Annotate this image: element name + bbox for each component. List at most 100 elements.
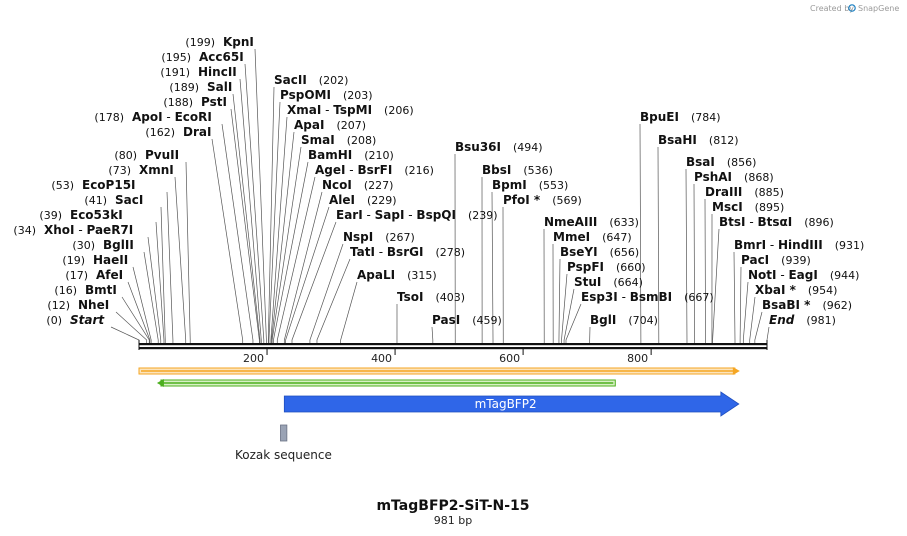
- leader-stui: [563, 288, 575, 345]
- site-tati: TatI - BsrGI (278): [350, 245, 465, 259]
- site-position: (931): [835, 239, 865, 252]
- enzyme-kpni: KpnI: [223, 35, 254, 49]
- enzyme-draiii: DraIII: [705, 185, 742, 199]
- site-position: (189): [169, 81, 199, 94]
- site-label-bglii: (30) BglII: [72, 238, 133, 252]
- site-position: (80): [114, 149, 137, 162]
- site-stui: StuI (664): [574, 275, 643, 289]
- site-afei: (17) AfeI: [65, 268, 123, 282]
- site-label-pfoi: PfoI * (569): [503, 193, 582, 207]
- site-label-apai: ApaI (207): [294, 118, 366, 132]
- site-paci: PacI (939): [741, 253, 811, 267]
- site-label-hincii: (191) HincII: [160, 65, 236, 79]
- enzyme-xbai: XbaI *: [755, 283, 797, 297]
- enzyme-end: End: [769, 313, 795, 327]
- enzyme-bmri: BmrI: [734, 238, 766, 252]
- enzyme-apali: ApaLI: [357, 268, 395, 282]
- site-pasi: PasI (459): [432, 313, 502, 327]
- site-label-pshai: PshAI (868): [694, 170, 774, 184]
- site-label-agei: AgeI - BsrFI (216): [315, 163, 434, 177]
- site-bsai: BsaI (856): [686, 155, 756, 169]
- leader-xbai: [749, 296, 756, 345]
- site-position: (210): [364, 149, 394, 162]
- site-label-apoi: (178) ApoI - EcoRI: [94, 110, 211, 124]
- leader-pspfi: [561, 273, 568, 345]
- site-apali: ApaLI (315): [357, 268, 437, 282]
- site-position: (962): [822, 299, 852, 312]
- site-label-tati: TatI - BsrGI (278): [350, 245, 465, 259]
- site-position: (868): [744, 171, 774, 184]
- enzyme-bpmi: BpmI: [492, 178, 527, 192]
- site-label-stui: StuI (664): [574, 275, 643, 289]
- site-label-draiii: DraIII (885): [705, 185, 784, 199]
- site-xbai: XbaI * (954): [755, 283, 837, 297]
- enzyme-saci: SacI: [115, 193, 143, 207]
- enzyme-start: Start: [70, 313, 105, 327]
- orf-forward-arrowhead: [732, 367, 740, 375]
- backbone-top: [139, 343, 767, 346]
- leader-xhoi: [147, 236, 162, 345]
- site-bmri: BmrI - HindIII (931): [734, 238, 864, 252]
- tick-label-200: 200: [243, 352, 264, 365]
- site-bsu36i: Bsu36I (494): [455, 140, 543, 154]
- site-label-apali: ApaLI (315): [357, 268, 437, 282]
- enzyme-xhoi: XhoI: [44, 223, 75, 237]
- tick-label-800: 800: [627, 352, 648, 365]
- leader-bamhi: [273, 161, 309, 345]
- site-label-noti: NotI - EagI (944): [748, 268, 859, 282]
- site-label-bpmi: BpmI (553): [492, 178, 568, 192]
- site-position: (239): [468, 209, 498, 222]
- enzyme-apoi: ApoI: [132, 110, 163, 124]
- site-position: (896): [804, 216, 834, 229]
- enzyme-pshai: PshAI: [694, 170, 732, 184]
- site-position: (647): [602, 231, 632, 244]
- enzyme-bsrgi: BsrGI: [387, 245, 424, 259]
- enzyme-nspi: NspI: [343, 230, 373, 244]
- site-sali: (189) SalI: [169, 80, 232, 94]
- site-position: (633): [609, 216, 639, 229]
- leader-drai: [211, 138, 244, 345]
- site-label-bsahi: BsaHI (812): [658, 133, 739, 147]
- orf-reverse-arrowhead: [156, 379, 164, 387]
- enzyme-bpuei: BpuEI: [640, 110, 679, 124]
- site-label-mmei: MmeI (647): [553, 230, 632, 244]
- site-bsahi: BsaHI (812): [658, 133, 739, 147]
- site-position: (553): [539, 179, 569, 192]
- site-position: (812): [709, 134, 739, 147]
- enzyme-bsai: BsaI: [686, 155, 715, 169]
- enzyme-sali: SalI: [207, 80, 232, 94]
- leader-pasi: [431, 326, 434, 345]
- enzyme-mmei: MmeI: [553, 230, 590, 244]
- site-position: (315): [407, 269, 437, 282]
- enzyme-esp3i: Esp3I: [581, 290, 618, 304]
- site-position: (227): [364, 179, 394, 192]
- leader-paci: [739, 266, 742, 345]
- site-position: (278): [435, 246, 465, 259]
- enzyme-nhei: NheI: [78, 298, 109, 312]
- site-bmti: (16) BmtI: [54, 283, 116, 297]
- site-position: (885): [754, 186, 784, 199]
- enzyme-tspmi: TspMI: [333, 103, 372, 117]
- kozak-label: Kozak sequence: [235, 448, 332, 462]
- enzyme-alei: AleI: [329, 193, 355, 207]
- site-smai: SmaI (208): [301, 133, 376, 147]
- site-hincii: (191) HincII: [160, 65, 236, 79]
- leader-start: [110, 326, 140, 345]
- site-apoi: (178) ApoI - EcoRI: [94, 110, 211, 124]
- site-pspfi: PspFI (660): [567, 260, 646, 274]
- site-label-xmai: XmaI - TspMI (206): [287, 103, 414, 117]
- site-position: (494): [513, 141, 543, 154]
- site-position: (660): [616, 261, 646, 274]
- leader-bsabi: [754, 311, 763, 345]
- site-position: (954): [808, 284, 838, 297]
- site-position: (53): [51, 179, 74, 192]
- site-bseyi: BseYI (656): [560, 245, 639, 259]
- site-label-xhoi: (34) XhoI - PaeR7I: [13, 223, 133, 237]
- enzyme-bsrfi: BsrFI: [357, 163, 392, 177]
- site-nmeaiii: NmeAIII (633): [544, 215, 639, 229]
- enzyme-ecori: EcoRI: [175, 110, 212, 124]
- enzyme-pasi: PasI: [432, 313, 460, 327]
- backbone-bottom: [139, 347, 767, 350]
- enzyme-bspqi: BspQI: [416, 208, 456, 222]
- enzyme-acc65i: Acc65I: [199, 50, 244, 64]
